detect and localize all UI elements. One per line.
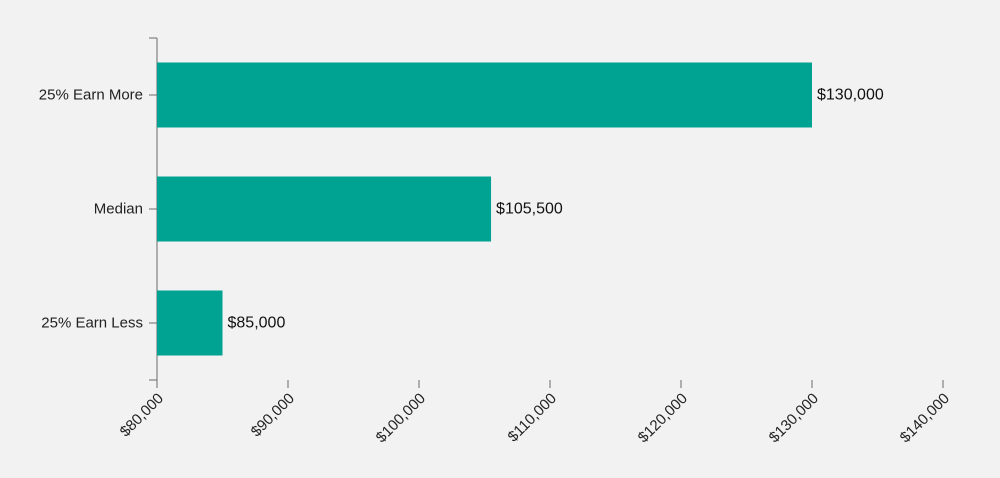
x-tick-label: $120,000 <box>635 390 691 446</box>
category-label: Median <box>94 201 143 218</box>
x-tick-label: $110,000 <box>505 390 560 445</box>
y-axis: 25% Earn More Median 25% Earn Less <box>39 37 158 381</box>
category-label: 25% Earn More <box>39 87 143 104</box>
value-label: $105,500 <box>496 201 563 218</box>
bar <box>157 290 223 356</box>
x-axis: $80,000 $90,000 $100,000 $110,000 $120,000 $1… <box>117 380 953 446</box>
category-label: 25% Earn Less <box>41 315 143 332</box>
x-tick-label: $100,000 <box>373 390 429 446</box>
x-tick-label: $140,000 <box>897 390 953 446</box>
value-labels: $130,000 $105,500 $85,000 <box>228 87 884 332</box>
x-tick-label: $90,000 <box>248 390 298 440</box>
value-label: $130,000 <box>817 87 884 104</box>
bar <box>157 62 812 128</box>
bar <box>157 176 492 242</box>
x-tick-label: $130,000 <box>766 390 822 446</box>
x-tick-label: $80,000 <box>117 390 167 440</box>
bars <box>157 62 812 356</box>
value-label: $85,000 <box>228 315 286 332</box>
